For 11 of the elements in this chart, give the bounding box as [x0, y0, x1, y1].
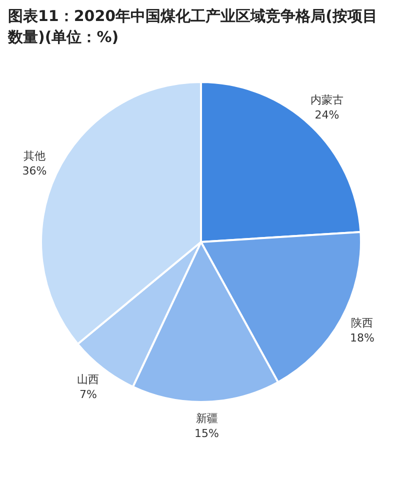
- chart-title: 图表11：2020年中国煤化工产业区域竞争格局(按项目数量)(单位：%): [8, 6, 378, 48]
- data-label: 7%: [80, 388, 97, 402]
- slice-label: 陕西: [351, 316, 374, 330]
- data-label: 18%: [350, 332, 374, 344]
- slice-label: 山西: [77, 373, 100, 386]
- slice-label: 内蒙古: [310, 94, 344, 107]
- data-label: 15%: [194, 426, 220, 440]
- slice-label: 新疆: [196, 412, 218, 425]
- data-label: 36%: [22, 164, 47, 178]
- slice-label: 其他: [24, 150, 46, 163]
- data-label: 24%: [314, 108, 340, 122]
